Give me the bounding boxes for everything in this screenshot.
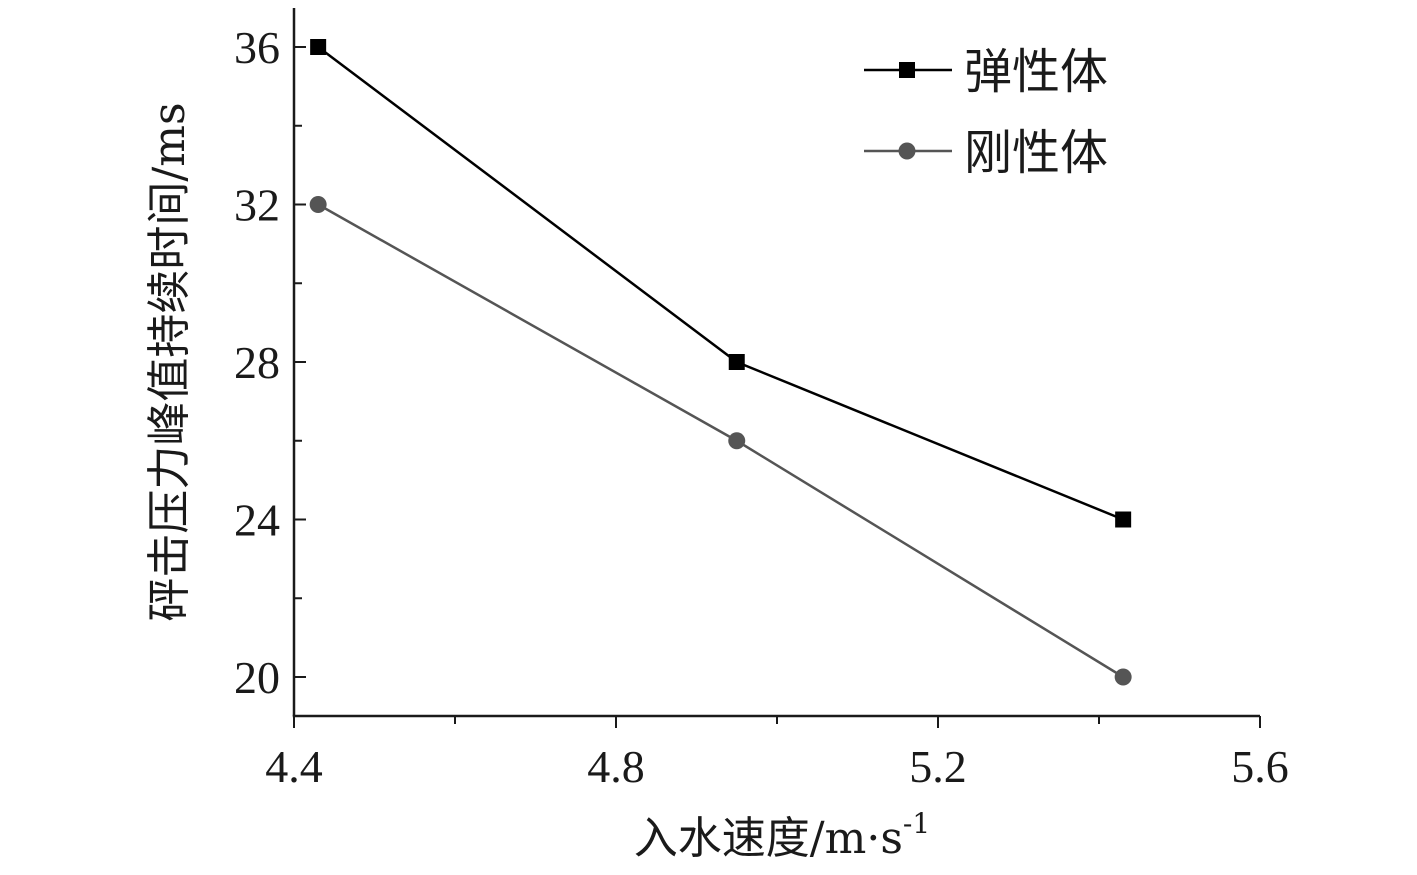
- x-tick-label: 5.6: [1231, 741, 1289, 792]
- y-ticks: 20 24 28 32 36: [234, 22, 306, 703]
- y-tick-label: 36: [234, 22, 280, 73]
- legend-marker-rigid: [898, 142, 916, 160]
- y-tick-label: 20: [234, 652, 280, 703]
- series-line-0: [317, 46, 1124, 521]
- legend-item-elastic: 弹性体: [864, 44, 1108, 100]
- x-axis-title-main: 入水速度/m·s: [634, 813, 903, 864]
- x-axis-title-superscript: -1: [903, 807, 930, 840]
- legend: 弹性体 刚性体: [864, 44, 1108, 181]
- legend-label-rigid: 刚性体: [964, 125, 1108, 181]
- x-ticks: 4.4 4.8 5.2 5.6: [265, 716, 1289, 792]
- data-point-circle: [309, 196, 327, 213]
- y-tick-label: 32: [234, 180, 280, 231]
- x-tick-label: 5.2: [909, 741, 967, 792]
- x-tick-label: 4.8: [587, 741, 645, 792]
- axes: [292, 8, 1260, 718]
- data-point-square: [1115, 511, 1132, 528]
- data-point-square: [728, 354, 745, 370]
- y-tick-label: 24: [234, 495, 280, 546]
- legend-label-elastic: 弹性体: [964, 44, 1108, 100]
- legend-item-rigid: 刚性体: [864, 125, 1108, 181]
- x-axis-title: 入水速度/m·s-1: [634, 807, 930, 864]
- series-line-1: [317, 203, 1124, 679]
- data-point-circle: [728, 432, 746, 450]
- y-tick-label: 28: [234, 337, 280, 388]
- data-point-circle: [1114, 668, 1132, 686]
- series-group: [309, 39, 1132, 686]
- legend-marker-elastic: [899, 62, 915, 78]
- data-point-square: [310, 39, 327, 55]
- y-axis-title: 砰击压力峰值持续时间/ms: [144, 102, 195, 621]
- x-tick-label: 4.4: [265, 741, 323, 792]
